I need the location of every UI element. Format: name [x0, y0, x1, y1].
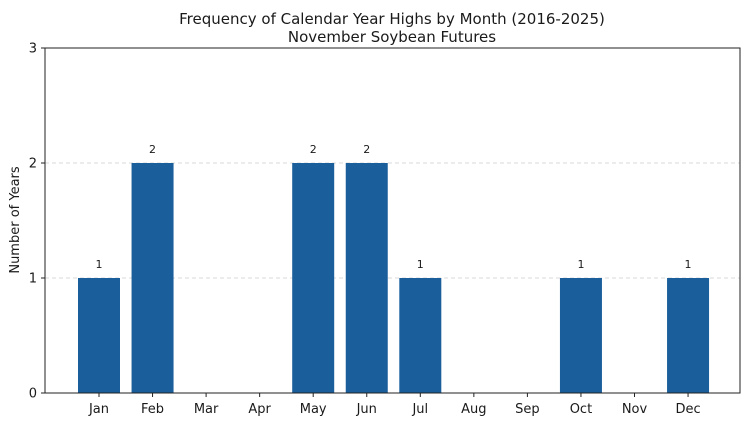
bar-dec [667, 278, 710, 393]
bar-oct [559, 278, 602, 393]
x-tick-label: Apr [248, 402, 271, 417]
data-labels: 1 2 2 2 1 1 1 [96, 143, 692, 271]
chart-title: Frequency of Calendar Year Highs by Mont… [179, 10, 605, 28]
bar-jun [345, 163, 388, 393]
y-axis: 0 1 2 3 [29, 42, 45, 402]
plot-frame [44, 47, 741, 394]
data-label: 2 [310, 143, 317, 156]
data-label: 1 [577, 258, 584, 271]
y-axis-label: Number of Years [8, 166, 23, 274]
x-tick-label: Nov [622, 402, 648, 417]
x-tick-label: Oct [570, 402, 592, 417]
x-tick-label: Dec [675, 402, 700, 417]
x-tick-label: Sep [515, 402, 540, 417]
x-tick-label: Jan [88, 402, 109, 417]
x-tick-label: Jun [356, 402, 377, 417]
y-tick-label: 2 [29, 157, 37, 172]
x-tick-label: Feb [141, 402, 164, 417]
data-label: 2 [363, 143, 370, 156]
bar-feb [131, 163, 174, 393]
data-label: 1 [685, 258, 692, 271]
x-axis: Jan Feb Mar Apr May Jun Jul Aug Sep Oct Nov Dec [88, 393, 701, 417]
bar-may [292, 163, 335, 393]
data-label: 1 [417, 258, 424, 271]
data-label: 1 [96, 258, 103, 271]
x-tick-label: May [300, 402, 327, 417]
x-tick-label: Mar [194, 402, 219, 417]
y-tick-label: 0 [29, 387, 37, 402]
x-tick-label: Jul [411, 402, 428, 417]
y-tick-label: 3 [29, 42, 37, 57]
y-tick-label: 1 [29, 272, 37, 287]
data-label: 2 [149, 143, 156, 156]
x-tick-label: Aug [461, 402, 486, 417]
bar-jul [399, 278, 442, 393]
bar-jan [78, 278, 120, 393]
chart-subtitle: November Soybean Futures [288, 28, 496, 46]
bars [78, 163, 710, 393]
